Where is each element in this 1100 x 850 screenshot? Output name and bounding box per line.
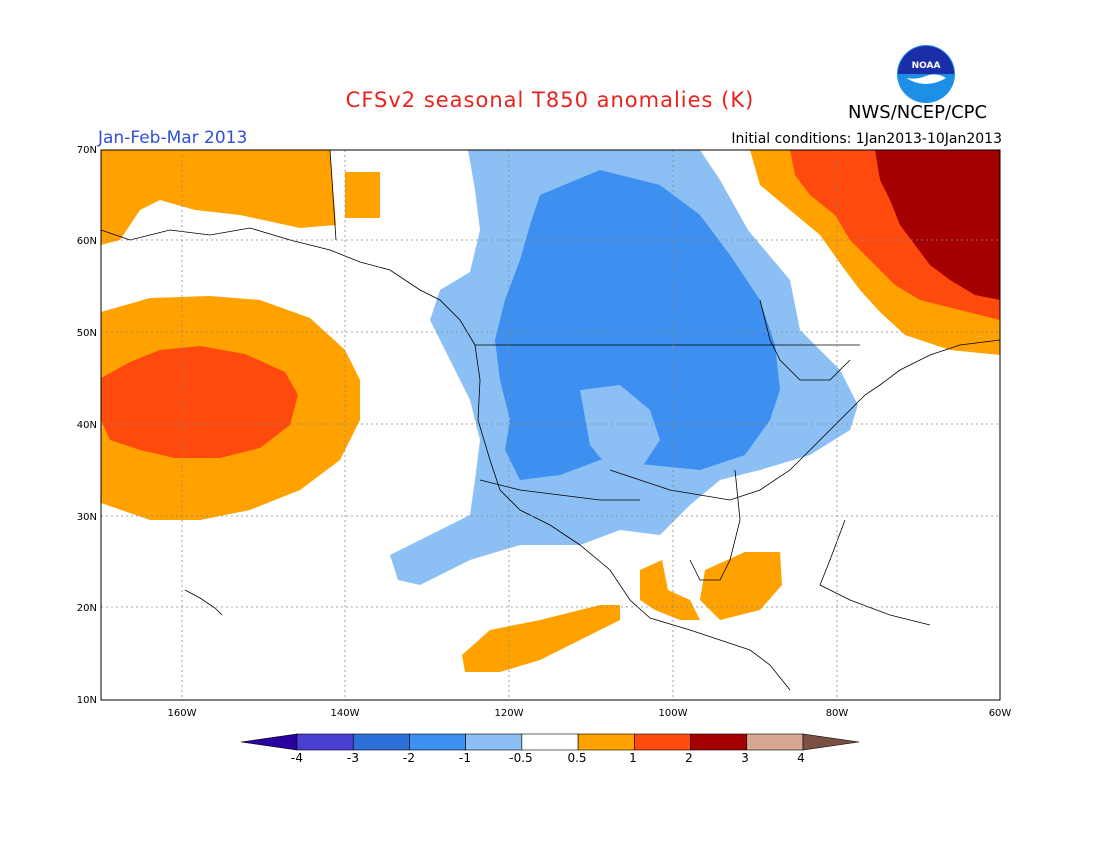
colorbar-segment <box>352 733 410 751</box>
colorbar-label: 1 <box>629 751 637 765</box>
lat-label: 50N <box>77 328 97 339</box>
colorbar-segment <box>465 733 523 751</box>
colorbar-arrow-right <box>802 733 860 751</box>
colorbar-label: 2 <box>685 751 693 765</box>
colorbar-label: -0.5 <box>509 751 532 765</box>
pacific-strong-warm-anomaly <box>101 346 298 458</box>
colorbar-label: 0.5 <box>567 751 586 765</box>
colorbar-label: -1 <box>459 751 471 765</box>
colorbar-segment <box>521 733 579 751</box>
graticule <box>101 150 1000 700</box>
map-frame <box>100 149 1001 701</box>
colorbar-labels: -4 -3 -2 -1 -0.5 0.5 1 2 3 4 <box>291 751 805 765</box>
alaska-warm-anomaly <box>101 150 336 245</box>
colorbar-arrow-left <box>240 733 298 751</box>
colorbar <box>240 733 860 751</box>
lon-label: 160W <box>168 708 197 719</box>
noaa-logo: NOAA <box>897 45 955 103</box>
colorbar-label: 3 <box>741 751 749 765</box>
east-pacific-warm-anomaly <box>462 605 620 672</box>
agency-label: NWS/NCEP/CPC <box>848 102 988 123</box>
svg-text:NOAA: NOAA <box>912 61 941 71</box>
lat-label: 40N <box>77 420 97 431</box>
lon-label: 60W <box>989 708 1012 719</box>
colorbar-segment <box>634 733 691 751</box>
rockies-light-cold-spot <box>580 385 660 470</box>
lat-label: 70N <box>77 145 97 156</box>
lat-label: 20N <box>77 603 97 614</box>
lon-label: 120W <box>495 708 524 719</box>
season-label: Jan-Feb-Mar 2013 <box>98 128 248 148</box>
colorbar-label: -2 <box>403 751 415 765</box>
colorbar-label: 4 <box>797 751 805 765</box>
chart-title: CFSv2 seasonal T850 anomalies (K) <box>345 88 755 112</box>
coastlines <box>100 149 1001 691</box>
colorbar-segment <box>746 733 804 751</box>
longitude-labels: 160W 140W 120W 100W 80W 60W <box>168 708 1012 719</box>
initial-conditions-label: Initial conditions: 1Jan2013-10Jan2013 <box>731 131 1002 147</box>
colorbar-segment <box>409 733 466 751</box>
colorbar-segment <box>296 733 354 751</box>
colorbar-segment <box>690 733 748 751</box>
colorbar-segment <box>577 733 635 751</box>
lon-label: 140W <box>331 708 360 719</box>
lat-label: 60N <box>77 236 97 247</box>
lon-label: 80W <box>826 708 849 719</box>
lon-label: 100W <box>659 708 688 719</box>
lat-label: 30N <box>77 512 97 523</box>
latitude-labels: 70N 60N 50N 40N 30N 20N 10N <box>77 145 97 706</box>
anomaly-fields <box>101 150 1000 672</box>
lat-label: 10N <box>77 695 97 706</box>
gulf-warm-anomaly <box>700 552 782 620</box>
north-america-strong-cold-anomaly <box>495 170 780 480</box>
yukon-warm-spot <box>345 172 380 218</box>
greenland-very-strong-warm-anomaly <box>875 150 1000 300</box>
colorbar-label: -4 <box>291 751 303 765</box>
mexico-warm-anomaly <box>640 560 700 620</box>
colorbar-label: -3 <box>347 751 359 765</box>
